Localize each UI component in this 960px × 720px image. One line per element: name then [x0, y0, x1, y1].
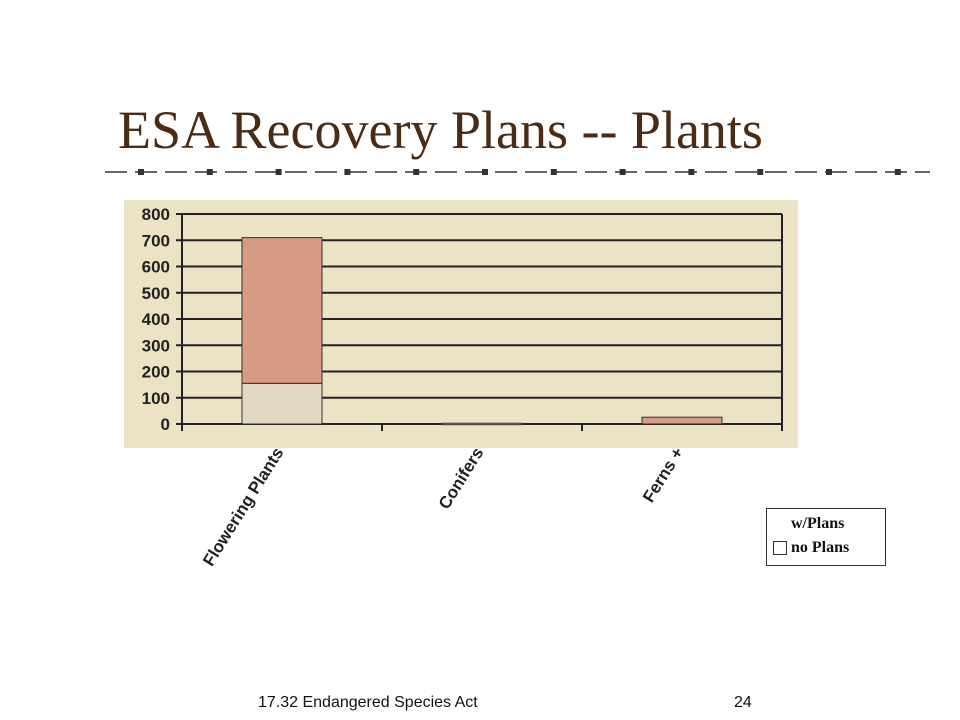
x-category-label: Conifers: [435, 444, 488, 513]
legend: w/Plans no Plans: [766, 508, 886, 566]
legend-swatch-w-plans: [773, 517, 787, 531]
slide-title: ESA Recovery Plans -- Plants: [118, 100, 763, 160]
bars: [241, 237, 723, 426]
divider-mark: [688, 169, 695, 175]
y-axis-ticks: 0 100 200 300 400 500 600 700 800: [142, 205, 170, 434]
divider-mark: [138, 169, 144, 175]
y-tick-label: 800: [142, 205, 170, 224]
divider-mark: [550, 169, 557, 175]
x-axis-labels: Flowering Plants Conifers Ferns +: [199, 444, 687, 569]
divider-mark: [826, 169, 832, 175]
divider-mark: [894, 169, 901, 175]
y-tick-label: 300: [142, 336, 170, 355]
y-tick-label: 0: [161, 415, 170, 434]
footer-text: 17.32 Endangered Species Act: [258, 694, 478, 711]
legend-entry-no-plans: no Plans: [773, 536, 885, 560]
x-category-label: Flowering Plants: [199, 444, 287, 569]
bar-w-plans: [241, 237, 323, 384]
divider-mark: [413, 169, 420, 175]
y-tick-label: 600: [142, 258, 170, 277]
y-tick-label: 100: [142, 389, 170, 408]
page-number: 24: [734, 694, 752, 711]
divider-mark: [344, 169, 351, 175]
bar-no-plans: [241, 382, 323, 425]
chart-panel: [124, 200, 798, 448]
y-tick-label: 200: [142, 363, 170, 382]
y-tick-label: 400: [142, 310, 170, 329]
bar-w-plans: [641, 416, 723, 425]
bar-w-plans: [441, 422, 523, 426]
divider-mark: [206, 169, 213, 175]
x-category-label: Ferns +: [639, 444, 687, 506]
legend-entry-w-plans: w/Plans: [773, 512, 885, 536]
title-divider: [105, 169, 930, 175]
legend-swatch-no-plans: [773, 541, 787, 555]
divider-mark: [757, 169, 764, 175]
y-tick-label: 500: [142, 284, 170, 303]
divider-mark: [619, 169, 626, 175]
divider-mark: [275, 169, 282, 175]
legend-label-w-plans: w/Plans: [791, 515, 845, 532]
divider-mark: [482, 169, 488, 175]
y-tick-label: 700: [142, 231, 170, 250]
legend-label-no-plans: no Plans: [791, 539, 850, 556]
